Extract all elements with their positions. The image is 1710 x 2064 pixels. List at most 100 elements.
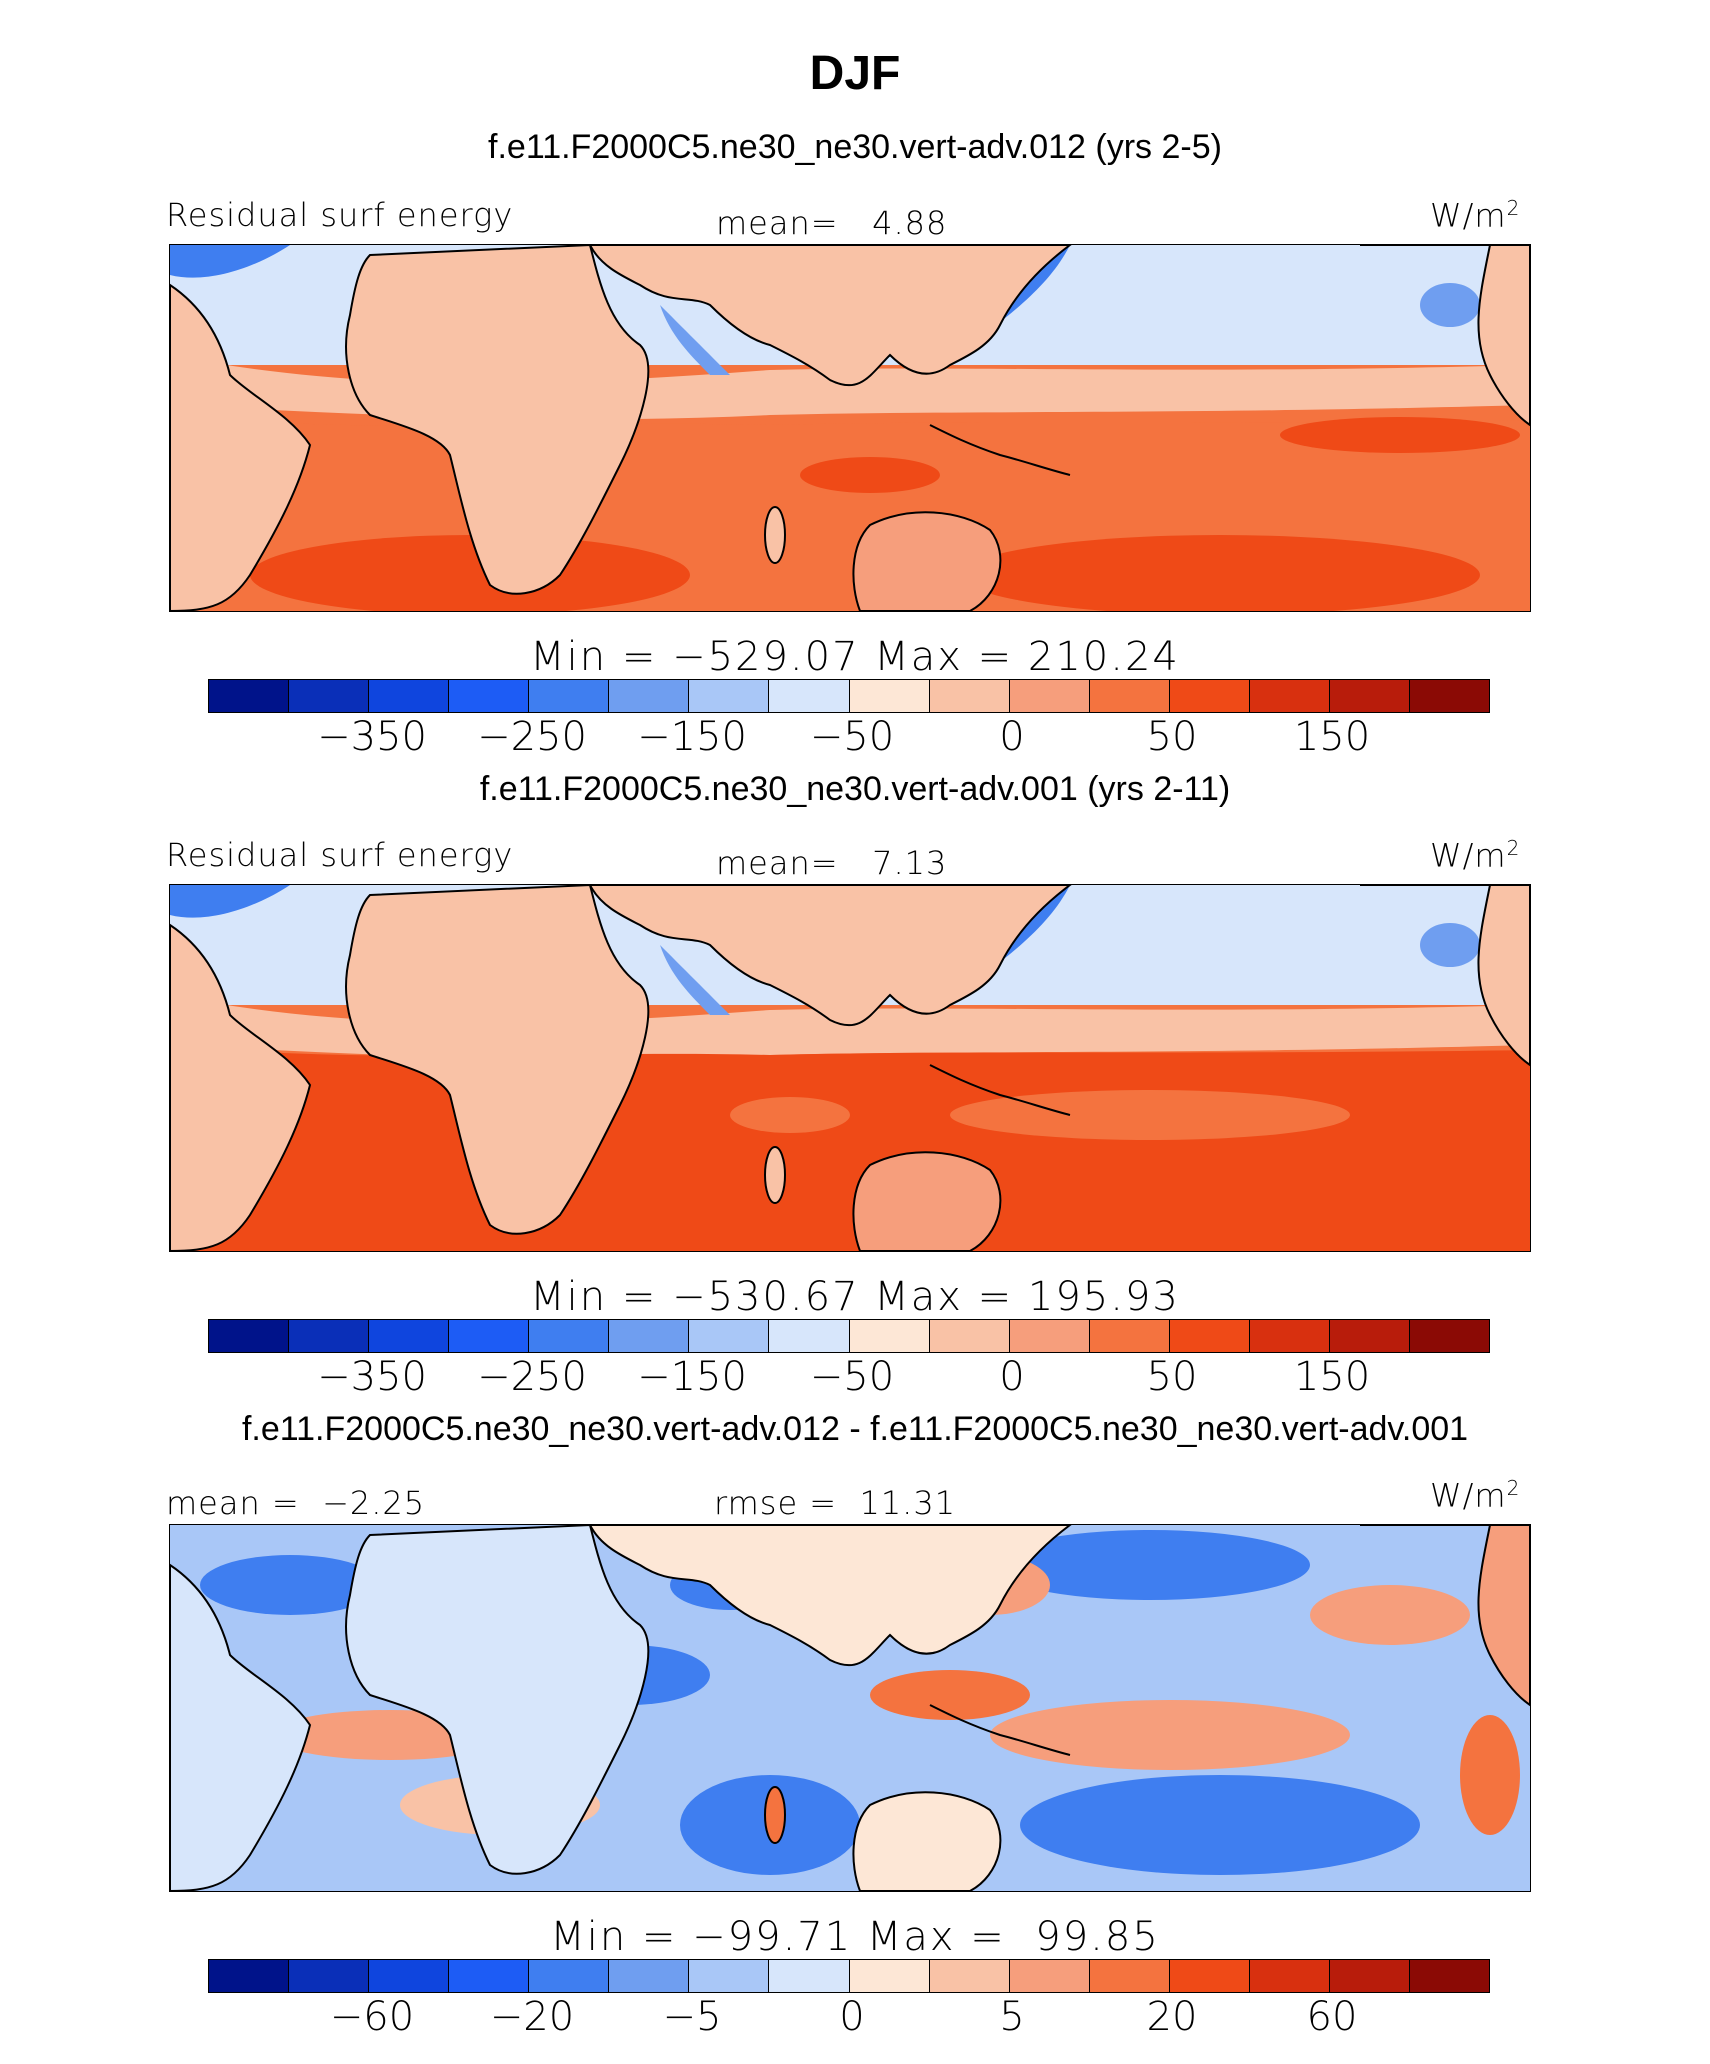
panel-2-map-svg xyxy=(170,885,1530,1251)
panel-1-colorbar-tick: −250 xyxy=(477,714,587,760)
panel-3-colorbar xyxy=(208,1959,1490,1993)
colorbar-swatch xyxy=(1009,1960,1090,1992)
panel-1-colorbar xyxy=(208,679,1490,713)
north-america xyxy=(1360,245,1530,427)
colorbar-swatch xyxy=(689,1320,770,1352)
panel-1-map-svg xyxy=(170,245,1530,611)
panel-2-variable-label: Residual surf energy xyxy=(166,836,514,874)
colorbar-swatch xyxy=(769,1960,850,1992)
madagascar xyxy=(764,1786,786,1844)
tropical-warm-band xyxy=(170,1045,1530,1251)
panel-3-min-max: Min = −99.71 Max = 99.85 xyxy=(550,1914,1160,1960)
colorbar-swatch xyxy=(1169,680,1250,712)
panel-3-map xyxy=(169,1524,1531,1892)
australia xyxy=(852,1151,1002,1251)
warm-patch-pacific xyxy=(950,1090,1350,1140)
panel-3-map-svg xyxy=(170,1525,1530,1891)
diff-pos-2 xyxy=(990,1700,1350,1770)
colorbar-swatch xyxy=(1329,680,1410,712)
colorbar-swatch xyxy=(1249,680,1330,712)
colorbar-swatch xyxy=(529,1320,610,1352)
australia xyxy=(852,511,1002,611)
panel-2-mean-label: mean= 7.13 xyxy=(716,844,948,882)
panel-3-colorbar-tick: 60 xyxy=(1306,1994,1358,2040)
colorbar-swatch xyxy=(449,680,530,712)
colorbar-swatch xyxy=(1409,1960,1489,1992)
panel-2-colorbar-tick: 0 xyxy=(999,1354,1025,1400)
colorbar-swatch xyxy=(1169,1960,1250,1992)
panel-3-subtitle: f.e11.F2000C5.ne30_ne30.vert-adv.012 - f… xyxy=(241,1410,1469,1448)
panel-3-rmse-label: rmse = 11.31 xyxy=(714,1484,957,1522)
panel-2-colorbar-tick: 150 xyxy=(1293,1354,1371,1400)
colorbar-swatch xyxy=(289,680,370,712)
australia xyxy=(852,1791,1002,1891)
colorbar-swatch xyxy=(929,680,1010,712)
madagascar xyxy=(764,506,786,564)
panel-2-subtitle: f.e11.F2000C5.ne30_ne30.vert-adv.001 (yr… xyxy=(479,770,1231,808)
colorbar-swatch xyxy=(1249,1320,1330,1352)
colorbar-swatch xyxy=(369,1320,450,1352)
colorbar-swatch xyxy=(529,1960,610,1992)
colorbar-swatch xyxy=(689,1960,770,1992)
diff-neg-1 xyxy=(200,1555,380,1615)
panel-1-colorbar-tick: 50 xyxy=(1146,714,1198,760)
panel-1-colorbar-tick: 0 xyxy=(999,714,1025,760)
diff-neg-4 xyxy=(1020,1775,1420,1875)
panel-1-colorbar-tick: −350 xyxy=(317,714,427,760)
eurasia xyxy=(588,245,1072,387)
panel-1-map xyxy=(169,244,1531,612)
panel-3-mean-label: mean = −2.25 xyxy=(166,1484,426,1522)
colorbar-swatch xyxy=(769,1320,850,1352)
panel-3-colorbar-tick: 5 xyxy=(999,1994,1025,2040)
panel-1-colorbar-tick: −150 xyxy=(637,714,747,760)
madagascar xyxy=(764,1146,786,1204)
colorbar-swatch xyxy=(209,680,290,712)
diff-pos-5 xyxy=(870,1670,1030,1720)
panel-3-colorbar-tick: −20 xyxy=(489,1994,575,2040)
colorbar-swatch xyxy=(1249,1960,1330,1992)
colorbar-swatch xyxy=(1089,680,1170,712)
panel-2-colorbar-tick: −150 xyxy=(637,1354,747,1400)
colorbar-swatch xyxy=(1089,1320,1170,1352)
diff-pos-8 xyxy=(1460,1715,1520,1835)
south-america xyxy=(170,1563,312,1891)
panel-2-colorbar-tick: −250 xyxy=(477,1354,587,1400)
africa xyxy=(345,1525,650,1875)
panel-3-colorbar-tick: −5 xyxy=(662,1994,722,2040)
panel-3-units: W/m2 xyxy=(1430,1476,1521,1515)
colorbar-swatch xyxy=(849,1960,930,1992)
south-warm-patch-2 xyxy=(960,535,1480,611)
colorbar-swatch xyxy=(209,1960,290,1992)
panel-2-colorbar-tick: 50 xyxy=(1146,1354,1198,1400)
red-sea-cold xyxy=(660,945,730,1015)
colorbar-swatch xyxy=(689,680,770,712)
eurasia xyxy=(588,885,1072,1027)
colorbar-swatch xyxy=(289,1960,370,1992)
africa xyxy=(345,885,650,1235)
colorbar-swatch xyxy=(529,680,610,712)
gulf-mexico-cold xyxy=(1420,283,1480,327)
panel-2-min-max: Min = −530.67 Max = 195.93 xyxy=(530,1274,1180,1320)
colorbar-swatch xyxy=(929,1320,1010,1352)
panel-2-colorbar-tick: −350 xyxy=(317,1354,427,1400)
warm-patch-io xyxy=(730,1097,850,1133)
colorbar-swatch xyxy=(929,1960,1010,1992)
colorbar-swatch xyxy=(369,680,450,712)
colorbar-swatch xyxy=(609,680,690,712)
colorbar-swatch xyxy=(609,1960,690,1992)
panel-2-colorbar-tick: −50 xyxy=(809,1354,895,1400)
panel-1-variable-label: Residual surf energy xyxy=(166,196,514,234)
colorbar-swatch xyxy=(849,1320,930,1352)
colorbar-swatch xyxy=(1089,1960,1170,1992)
colorbar-swatch xyxy=(1409,680,1489,712)
warm-patch-ep xyxy=(1280,417,1520,453)
panel-1-min-max: Min = −529.07 Max = 210.24 xyxy=(530,634,1180,680)
south-america xyxy=(170,923,312,1251)
panel-1-colorbar-tick: −50 xyxy=(809,714,895,760)
colorbar-swatch xyxy=(289,1320,370,1352)
north-atlantic-cold xyxy=(170,245,290,278)
panel-3-colorbar-tick: 20 xyxy=(1146,1994,1198,2040)
south-warm-patch-1 xyxy=(250,535,690,611)
diff-neg-3 xyxy=(990,1530,1310,1600)
indonesia-coast xyxy=(929,1064,1071,1116)
